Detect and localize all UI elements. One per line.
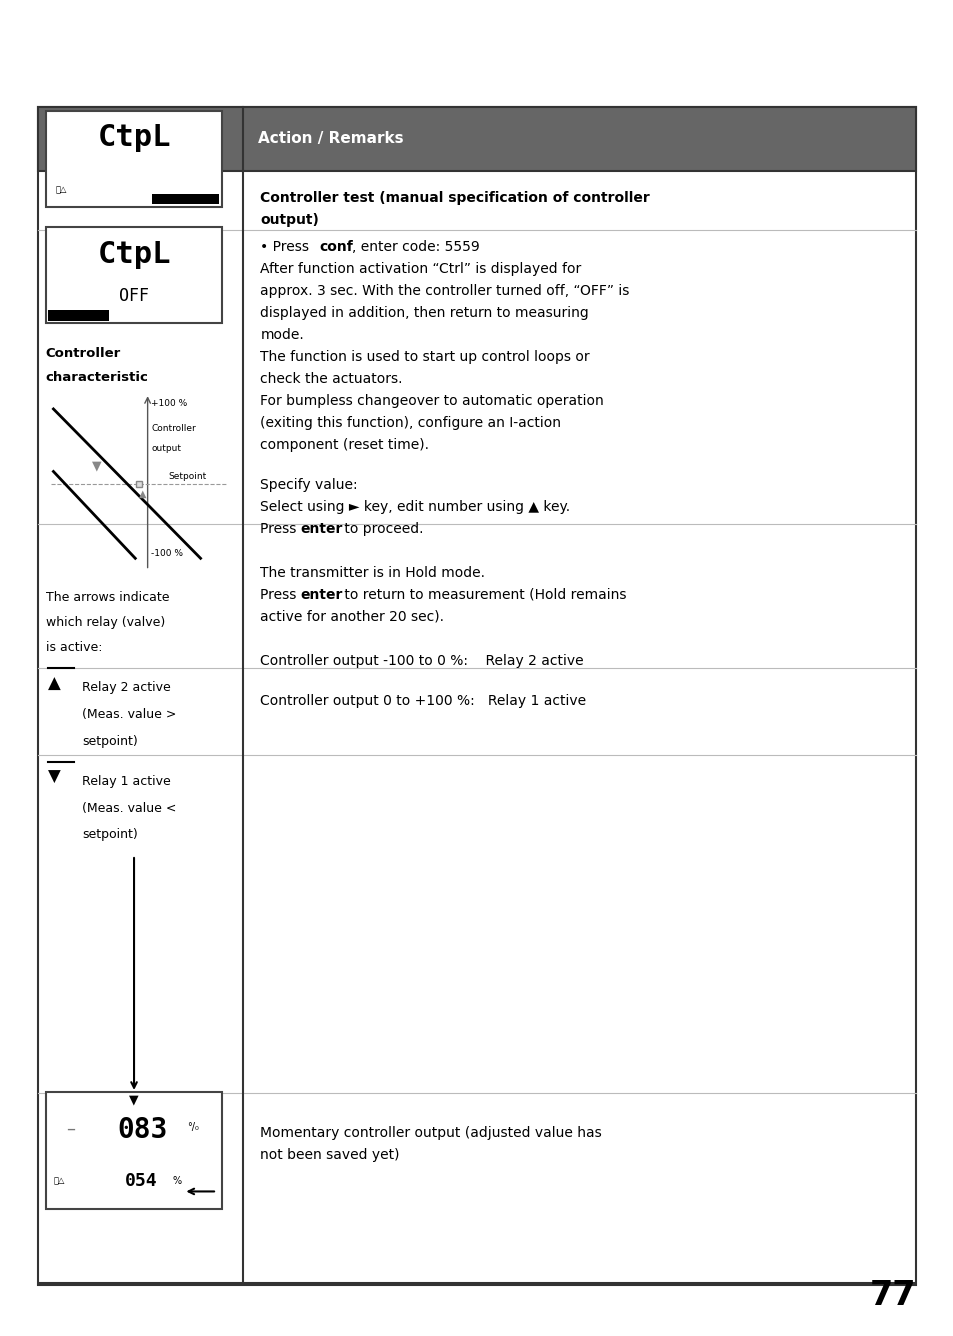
Text: enter: enter <box>300 521 342 536</box>
Bar <box>46 1092 222 1209</box>
Bar <box>46 227 222 323</box>
Text: Controller output 0 to +100 %:   Relay 1 active: Controller output 0 to +100 %: Relay 1 a… <box>260 693 586 708</box>
Text: OFF: OFF <box>119 287 149 306</box>
Text: is active:: is active: <box>46 641 102 655</box>
Text: Setpoint: Setpoint <box>169 472 207 481</box>
Text: output): output) <box>260 212 319 227</box>
Text: conf: conf <box>319 239 353 254</box>
Text: , enter code: 5559: , enter code: 5559 <box>352 239 479 254</box>
Text: ▼: ▼ <box>129 1094 139 1106</box>
Text: Momentary controller output (adjusted value has: Momentary controller output (adjusted va… <box>260 1126 601 1140</box>
Text: Relay 2 active: Relay 2 active <box>82 681 171 695</box>
Text: The arrows indicate: The arrows indicate <box>46 591 169 604</box>
Text: +100 %: +100 % <box>151 399 187 409</box>
Text: For bumpless changeover to automatic operation: For bumpless changeover to automatic ope… <box>260 394 603 407</box>
Text: to return to measurement (Hold remains: to return to measurement (Hold remains <box>339 588 625 601</box>
Text: The transmitter is in Hold mode.: The transmitter is in Hold mode. <box>260 565 485 580</box>
Text: CtрL: CtрL <box>97 239 171 269</box>
Text: enter: enter <box>300 588 342 601</box>
Bar <box>46 111 222 207</box>
Text: %: % <box>172 1176 182 1186</box>
Bar <box>48 310 110 321</box>
Text: Display: Display <box>52 131 115 147</box>
Text: (Meas. value >: (Meas. value > <box>82 708 176 721</box>
Text: After function activation “Ctrl” is displayed for: After function activation “Ctrl” is disp… <box>260 262 581 275</box>
Text: Press: Press <box>260 521 301 536</box>
Text: 054: 054 <box>125 1172 157 1190</box>
Text: not been saved yet): not been saved yet) <box>260 1148 399 1162</box>
Text: Relay 1 active: Relay 1 active <box>82 775 171 788</box>
Bar <box>38 107 915 1283</box>
Text: setpoint): setpoint) <box>82 735 137 748</box>
Text: The function is used to start up control loops or: The function is used to start up control… <box>260 350 590 363</box>
Text: °/₀: °/₀ <box>187 1122 198 1132</box>
Text: 083: 083 <box>117 1117 168 1145</box>
Text: active for another 20 sec).: active for another 20 sec). <box>260 609 444 624</box>
Text: –: – <box>66 1120 75 1138</box>
Text: Press: Press <box>260 588 301 601</box>
Text: displayed in addition, then return to measuring: displayed in addition, then return to me… <box>260 306 589 319</box>
Text: setpoint): setpoint) <box>82 828 137 842</box>
Text: (exiting this function), configure an I-action: (exiting this function), configure an I-… <box>260 415 561 430</box>
Text: Action / Remarks: Action / Remarks <box>257 131 403 147</box>
Text: (Meas. value <: (Meas. value < <box>82 802 176 815</box>
Text: ▲: ▲ <box>138 489 146 500</box>
Text: Specify value:: Specify value: <box>260 477 357 492</box>
Text: Controller test (manual specification of controller: Controller test (manual specification of… <box>260 191 650 204</box>
Text: ⧈△: ⧈△ <box>53 1177 65 1185</box>
Text: 77: 77 <box>868 1279 915 1312</box>
Text: CtрL: CtрL <box>97 123 171 152</box>
Text: Controller output -100 to 0 %:    Relay 2 active: Controller output -100 to 0 %: Relay 2 a… <box>260 653 583 668</box>
Text: ⧈△: ⧈△ <box>55 186 67 194</box>
Text: check the actuators.: check the actuators. <box>260 371 402 386</box>
Text: mode.: mode. <box>260 327 304 342</box>
Text: ▼: ▼ <box>91 460 101 473</box>
Text: to proceed.: to proceed. <box>339 521 423 536</box>
Text: characteristic: characteristic <box>46 371 149 385</box>
Text: ▼: ▼ <box>48 768 60 786</box>
Text: -100 %: -100 % <box>151 549 183 557</box>
Text: which relay (valve): which relay (valve) <box>46 616 165 629</box>
Bar <box>38 107 915 171</box>
Text: Controller: Controller <box>46 347 121 361</box>
Text: approx. 3 sec. With the controller turned off, “OFF” is: approx. 3 sec. With the controller turne… <box>260 283 629 298</box>
Text: output: output <box>151 445 181 453</box>
Text: ▲: ▲ <box>48 675 60 692</box>
Text: Controller: Controller <box>151 424 195 433</box>
Bar <box>152 194 218 204</box>
Text: • Press: • Press <box>260 239 314 254</box>
Text: component (reset time).: component (reset time). <box>260 438 429 452</box>
Text: Select using ► key, edit number using ▲ key.: Select using ► key, edit number using ▲ … <box>260 500 570 513</box>
